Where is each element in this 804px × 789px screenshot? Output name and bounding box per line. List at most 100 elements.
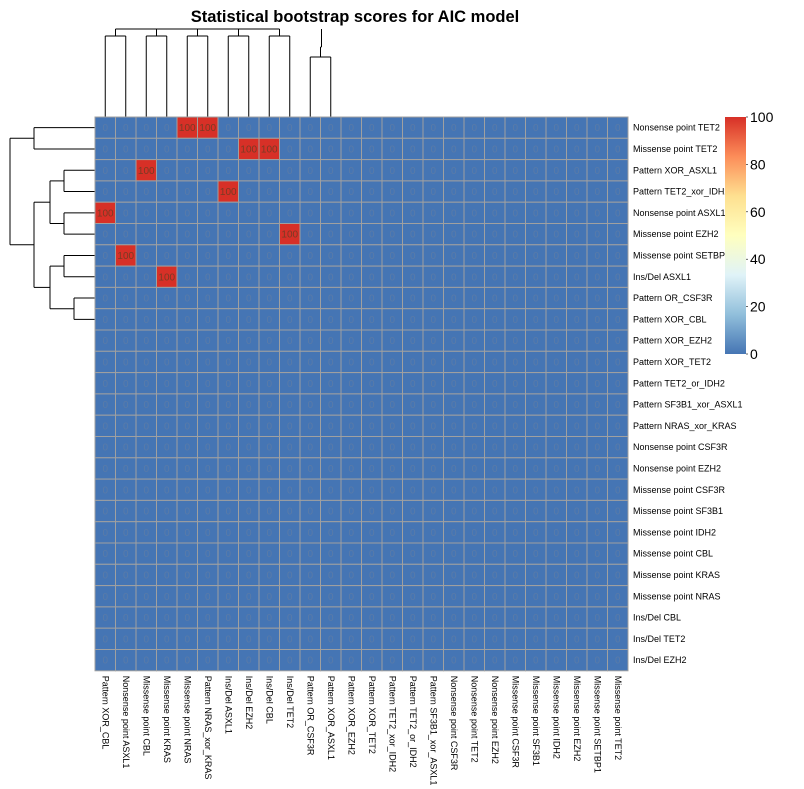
cell-value-label: 0 [225,230,231,241]
cell-value-label: 0 [615,230,621,241]
cell-value-label: 0 [451,634,457,645]
cell-value-label: 0 [348,357,354,368]
cell-value-label: 0 [533,613,539,624]
cell-value-label: 0 [123,592,129,603]
cell-value-label: 0 [430,507,436,518]
cell-value-label: 0 [143,528,149,539]
cell-value-label: 0 [533,443,539,454]
row-label: Nonsense point CSF3R [633,442,728,452]
cell-value-label: 0 [594,400,600,411]
row-label: Nonsense point ASXL1 [633,208,726,218]
cell-value-label: 100 [199,123,216,134]
cell-value-label: 0 [389,592,395,603]
cell-value-label: 0 [430,315,436,326]
cell-value-label: 0 [451,592,457,603]
cell-value-label: 0 [266,464,272,475]
cell-value-label: 0 [471,272,477,283]
cell-value-label: 0 [389,634,395,645]
cell-value-label: 0 [307,315,313,326]
cell-value-label: 0 [369,187,375,198]
cell-value-label: 0 [287,251,293,262]
cell-value-label: 0 [123,570,129,581]
cell-value-label: 0 [574,656,580,667]
cell-value-label: 0 [492,570,498,581]
cell-value-label: 0 [512,656,518,667]
cell-value-label: 0 [553,528,559,539]
cell-value-label: 0 [225,315,231,326]
row-label: Missense point EZH2 [633,229,719,239]
cell-value-label: 0 [430,379,436,390]
cell-value-label: 0 [205,464,211,475]
cell-value-label: 0 [389,570,395,581]
cell-value-label: 0 [410,336,416,347]
cell-value-label: 0 [574,208,580,219]
cell-value-label: 0 [492,379,498,390]
cell-value-label: 0 [410,507,416,518]
row-label: Pattern XOR_TET2 [633,357,711,367]
cell-value-label: 0 [553,421,559,432]
cell-value-label: 0 [471,123,477,134]
cell-value-label: 0 [225,272,231,283]
cell-value-label: 0 [328,294,334,305]
cell-value-label: 0 [471,336,477,347]
cell-value-label: 0 [205,272,211,283]
cell-value-label: 0 [287,592,293,603]
cell-value-label: 0 [287,613,293,624]
cell-value-label: 0 [533,315,539,326]
cell-value-label: 0 [328,613,334,624]
cell-value-label: 0 [246,570,252,581]
cell-value-label: 0 [410,379,416,390]
cell-value-label: 0 [369,379,375,390]
cell-value-label: 0 [410,592,416,603]
cell-value-label: 0 [553,549,559,560]
cell-value-label: 0 [471,528,477,539]
cell-value-label: 0 [369,144,375,155]
cell-value-label: 0 [164,421,170,432]
cell-value-label: 0 [348,464,354,475]
cell-value-label: 0 [471,379,477,390]
cell-value-label: 0 [471,656,477,667]
cell-value-label: 0 [287,272,293,283]
cell-value-label: 0 [451,443,457,454]
cell-value-label: 0 [389,464,395,475]
cell-value-label: 0 [533,379,539,390]
cell-value-label: 0 [102,187,108,198]
cell-value-label: 0 [533,166,539,177]
cell-value-label: 0 [246,336,252,347]
cell-value-label: 0 [287,464,293,475]
cell-value-label: 0 [553,251,559,262]
cell-value-label: 0 [430,656,436,667]
cell-value-label: 0 [266,357,272,368]
cell-value-label: 0 [492,144,498,155]
cell-value-label: 0 [225,336,231,347]
cell-value-label: 0 [225,592,231,603]
cell-value-label: 0 [143,208,149,219]
cell-value-label: 0 [615,464,621,475]
cell-value-label: 0 [266,208,272,219]
cell-value-label: 0 [574,272,580,283]
cell-value-label: 0 [266,230,272,241]
cell-value-label: 0 [143,549,149,560]
column-label: Pattern TET2_or_IDH2 [408,676,418,768]
cell-value-label: 0 [492,251,498,262]
cell-value-label: 0 [205,549,211,560]
cell-value-label: 0 [328,208,334,219]
cell-value-label: 0 [184,443,190,454]
cell-value-label: 0 [287,507,293,518]
cell-value-label: 0 [369,464,375,475]
cell-value-label: 0 [594,230,600,241]
cell-value-label: 0 [266,251,272,262]
cell-value-label: 0 [266,400,272,411]
cell-value-label: 0 [123,166,129,177]
cell-value-label: 0 [553,357,559,368]
cell-value-label: 0 [287,208,293,219]
cell-value-label: 0 [512,294,518,305]
cell-value-label: 0 [594,272,600,283]
cell-value-label: 0 [410,208,416,219]
cell-value-label: 100 [240,144,257,155]
cell-value-label: 0 [594,634,600,645]
column-label: Missense point EZH2 [572,676,582,762]
cell-value-label: 0 [594,166,600,177]
column-label: Missense point CSF3R [510,676,520,769]
